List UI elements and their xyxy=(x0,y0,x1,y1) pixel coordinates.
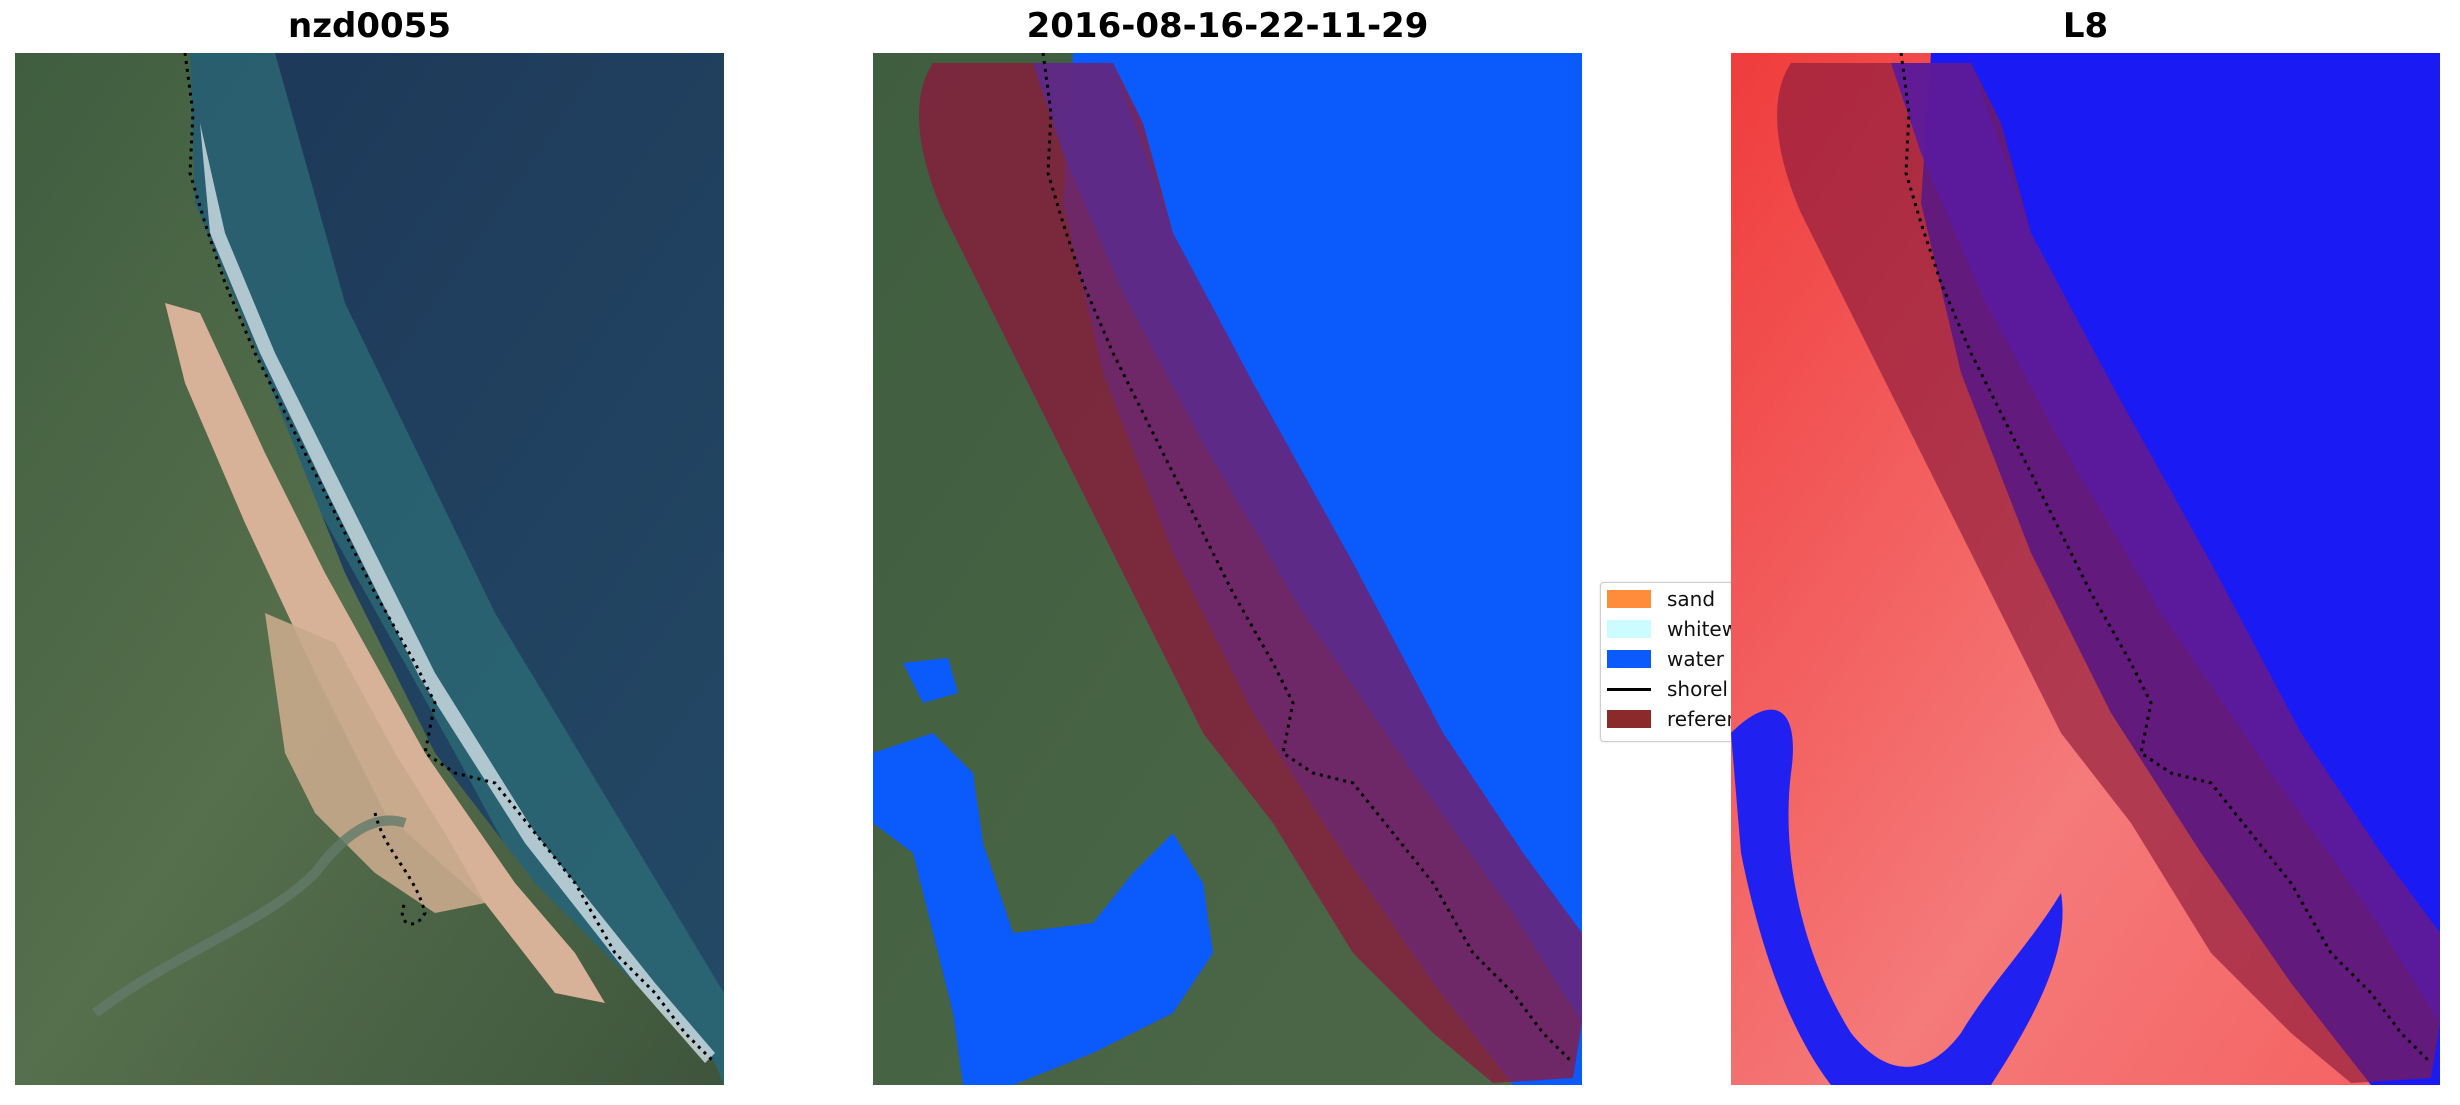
legend-label-sand: sand xyxy=(1667,587,1715,611)
legend-item-water: water xyxy=(1607,647,1724,671)
legend-label-whitewater: whitew xyxy=(1667,617,1734,641)
rgb-image-panel xyxy=(15,53,724,1085)
index-image xyxy=(1731,53,2440,1085)
classified-image xyxy=(873,53,1582,1085)
classified-image-panel xyxy=(873,53,1582,1085)
legend-item-sand: sand xyxy=(1607,587,1715,611)
legend-item-shoreline: shorel xyxy=(1607,677,1728,701)
water-swatch xyxy=(1607,650,1651,668)
shoreline-line-swatch xyxy=(1607,688,1651,691)
legend: sand whitew water shorel referer xyxy=(1600,582,1734,742)
legend-label-shoreline: shorel xyxy=(1667,677,1728,701)
legend-label-water: water xyxy=(1667,647,1724,671)
index-image-panel xyxy=(1731,53,2440,1085)
sand-swatch xyxy=(1607,590,1651,608)
rgb-satellite-image xyxy=(15,53,724,1085)
reference-swatch xyxy=(1607,710,1651,728)
legend-label-reference: referer xyxy=(1667,707,1734,731)
whitewater-swatch xyxy=(1607,620,1651,638)
panel-title-index: L8 xyxy=(1731,6,2440,46)
legend-item-reference: referer xyxy=(1607,707,1734,731)
panel-title-rgb: nzd0055 xyxy=(15,6,724,46)
legend-item-whitewater: whitew xyxy=(1607,617,1734,641)
panel-title-classified: 2016-08-16-22-11-29 xyxy=(873,6,1582,46)
